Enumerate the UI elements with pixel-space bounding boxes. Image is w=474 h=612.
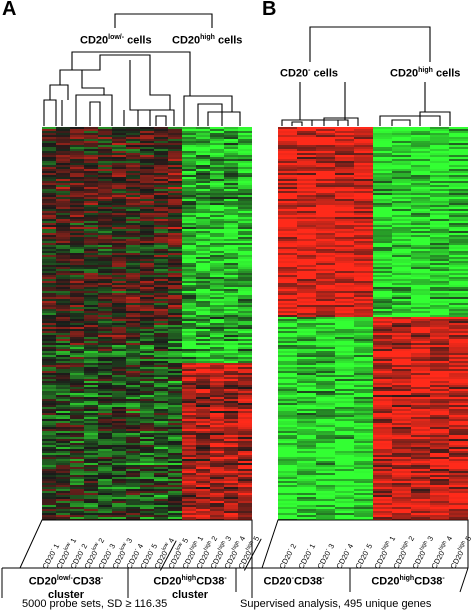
- panel-b-cluster-high-label: CD20highCD38-: [371, 575, 445, 588]
- panel-a-cluster-low-label: CD20low/-CD38- cluster: [28, 575, 104, 601]
- panel-a-dendro-link: [71, 60, 101, 71]
- panel-a-heatmap: [42, 127, 252, 520]
- panel-a-dendro-link: [81, 85, 105, 95]
- panel-a-group-high-title: CD20high cells: [172, 34, 243, 47]
- panel-b-column-label: CD20- 4: [334, 542, 356, 571]
- panel-b-dendro-link: [391, 119, 411, 126]
- panel-b-group-low-title: CD20- cells: [280, 67, 338, 80]
- panel-a-dendro-link: [137, 109, 175, 126]
- panel-b-dendro-link: [379, 115, 441, 126]
- panel-a-dendro-link: [155, 115, 167, 126]
- panel-a-letter: A: [2, 0, 17, 20]
- panel-b-dendro-link: [419, 111, 451, 126]
- panel-b-dendro-link: [337, 119, 349, 126]
- panel-a-dendro-link: [99, 54, 151, 60]
- panel-b-column-label: CD20- 5: [353, 542, 375, 571]
- panel-a-dendro-link: [207, 111, 241, 126]
- panel-b-column-label: CD20- 2: [277, 542, 299, 571]
- panel-b-dendro-top-link: [309, 26, 431, 62]
- panel-b-heatmap: [278, 127, 468, 520]
- panel-b-column-label: CD20- 1: [296, 542, 318, 571]
- panel-b-column-label: CD20- 3: [315, 542, 337, 571]
- panel-b-dendro-link: [291, 121, 303, 126]
- panel-b-dendro-link: [281, 119, 313, 126]
- panel-a-dendro-link: [71, 51, 191, 60]
- panel-b-group-high-title: CD20high cells: [390, 67, 461, 80]
- panel-b-footer: Supervised analysis, 495 unique genes: [240, 598, 432, 610]
- panel-a-cluster-high-label: CD20highCD38- cluster: [153, 575, 227, 601]
- panel-a-dendro-link: [183, 95, 233, 126]
- panel-a-group-low-title: CD20low/- cells: [80, 34, 152, 47]
- panel-a-dendro-link: [59, 69, 83, 85]
- dendrograms: [43, 13, 451, 126]
- panel-a-dendro-link: [49, 84, 69, 100]
- panel-b-dendro-link: [323, 117, 359, 126]
- panel-a-dendro-link: [75, 94, 113, 126]
- panel-a-dendro-top-link: [114, 13, 213, 28]
- panel-a-dendro-link: [149, 60, 171, 110]
- panel-a-dendro-link: [89, 101, 101, 126]
- panel-a-dendro-link: [197, 103, 223, 126]
- panel-a-dendro-link: [43, 99, 57, 126]
- panel-b-dendro-link: [299, 82, 346, 121]
- panel-b-cluster-low-label: CD20-CD38-: [263, 575, 325, 588]
- panel-b-letter: B: [262, 0, 277, 20]
- panel-a-footer: 5000 probe sets, SD ≥ 116.35: [22, 598, 168, 610]
